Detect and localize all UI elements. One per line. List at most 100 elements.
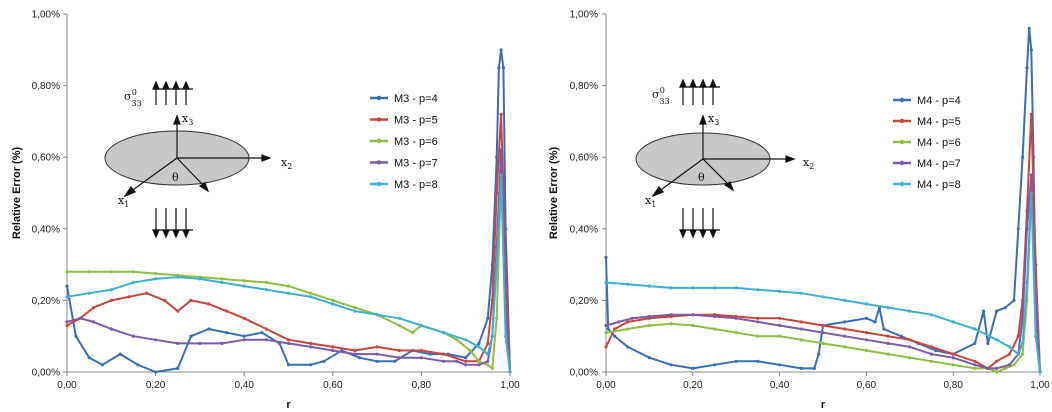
data-point bbox=[821, 295, 825, 299]
y-tick-label: 0,80% bbox=[32, 81, 60, 92]
data-point bbox=[951, 352, 955, 356]
data-point bbox=[455, 338, 459, 342]
data-point bbox=[495, 191, 499, 195]
data-point bbox=[799, 338, 803, 342]
legend-marker bbox=[899, 97, 905, 103]
data-point bbox=[1029, 173, 1033, 177]
data-point bbox=[419, 323, 423, 328]
legend-marker bbox=[376, 138, 382, 144]
data-point bbox=[242, 284, 246, 288]
data-point bbox=[1025, 227, 1029, 231]
data-point bbox=[264, 338, 268, 342]
data-point bbox=[428, 352, 432, 356]
data-point bbox=[843, 327, 847, 331]
series-line-4 bbox=[605, 27, 1041, 373]
data-point bbox=[995, 370, 999, 374]
data-point bbox=[154, 272, 158, 276]
y-tick-label: 0,40% bbox=[32, 224, 60, 235]
data-point bbox=[87, 291, 91, 295]
data-point bbox=[886, 341, 890, 345]
data-point bbox=[393, 359, 397, 363]
data-point bbox=[486, 352, 490, 356]
data-point bbox=[207, 327, 211, 331]
data-point bbox=[220, 277, 224, 281]
series-line-8 bbox=[605, 192, 1041, 373]
y-tick-label: 0,00% bbox=[570, 368, 598, 379]
data-point bbox=[873, 320, 877, 324]
data-point bbox=[756, 288, 760, 292]
data-point bbox=[756, 359, 760, 363]
data-point bbox=[468, 348, 472, 353]
data-point bbox=[626, 282, 630, 286]
data-point bbox=[626, 320, 630, 324]
data-point bbox=[464, 363, 468, 367]
data-point bbox=[630, 316, 634, 320]
data-point bbox=[691, 313, 695, 317]
data-point bbox=[691, 323, 695, 328]
data-point bbox=[131, 280, 135, 285]
data-point bbox=[127, 295, 131, 299]
legend-label: M3 - p=5 bbox=[394, 115, 438, 127]
data-point bbox=[734, 359, 738, 363]
data-point bbox=[65, 323, 69, 328]
series-line-4 bbox=[66, 48, 511, 373]
data-point bbox=[501, 66, 505, 70]
data-point bbox=[843, 298, 847, 302]
data-point bbox=[477, 345, 481, 349]
data-point bbox=[951, 356, 955, 360]
y-axis-title: Relative Error (%) bbox=[11, 147, 23, 240]
x-tick-label: 0,60 bbox=[857, 380, 877, 391]
data-point bbox=[606, 327, 610, 331]
legend-item: M3 - p=7 bbox=[370, 158, 438, 170]
angle-label: θ bbox=[172, 171, 179, 184]
x-axis-title: r bbox=[821, 399, 826, 411]
bottom-stress-arrows bbox=[152, 208, 193, 239]
data-point bbox=[1003, 306, 1007, 310]
data-point bbox=[499, 148, 503, 152]
data-point bbox=[242, 279, 246, 283]
x-tick-label: 0,80 bbox=[412, 380, 432, 391]
coordinate-axes bbox=[651, 114, 796, 198]
data-point bbox=[375, 359, 379, 363]
data-point bbox=[1016, 334, 1020, 338]
coordinate-axes bbox=[123, 114, 272, 198]
data-point bbox=[799, 327, 803, 331]
data-point bbox=[669, 322, 673, 326]
data-point bbox=[929, 352, 934, 356]
legend-marker bbox=[376, 95, 382, 101]
data-point bbox=[464, 356, 468, 360]
data-point bbox=[778, 334, 782, 338]
data-point bbox=[375, 313, 379, 317]
bottom-stress-arrows bbox=[679, 208, 720, 239]
data-point bbox=[87, 356, 91, 360]
data-point bbox=[504, 334, 508, 338]
x-tick-label: 0,00 bbox=[57, 380, 77, 391]
data-point bbox=[131, 334, 135, 338]
legend-label: M4 - p=4 bbox=[917, 95, 961, 107]
data-point bbox=[1029, 112, 1033, 116]
data-point bbox=[799, 291, 803, 295]
data-point bbox=[486, 359, 490, 363]
data-point bbox=[973, 366, 977, 370]
data-point bbox=[109, 298, 113, 302]
data-point bbox=[821, 341, 825, 345]
data-point bbox=[1034, 334, 1038, 338]
data-point bbox=[712, 314, 717, 319]
data-point bbox=[131, 270, 135, 274]
data-point bbox=[886, 306, 890, 310]
legend-label: M3 - p=4 bbox=[394, 93, 438, 105]
data-point bbox=[224, 309, 229, 313]
y-tick-label: 0,60% bbox=[570, 153, 598, 164]
data-point bbox=[973, 341, 977, 345]
data-point bbox=[477, 341, 481, 345]
data-point bbox=[604, 323, 608, 328]
data-point bbox=[220, 341, 224, 345]
data-point bbox=[497, 66, 501, 70]
data-point bbox=[495, 155, 499, 159]
stress-label: σ330 bbox=[124, 88, 142, 108]
data-point bbox=[499, 48, 503, 52]
data-point bbox=[65, 270, 69, 274]
data-point bbox=[986, 341, 990, 345]
data-point bbox=[799, 320, 803, 324]
